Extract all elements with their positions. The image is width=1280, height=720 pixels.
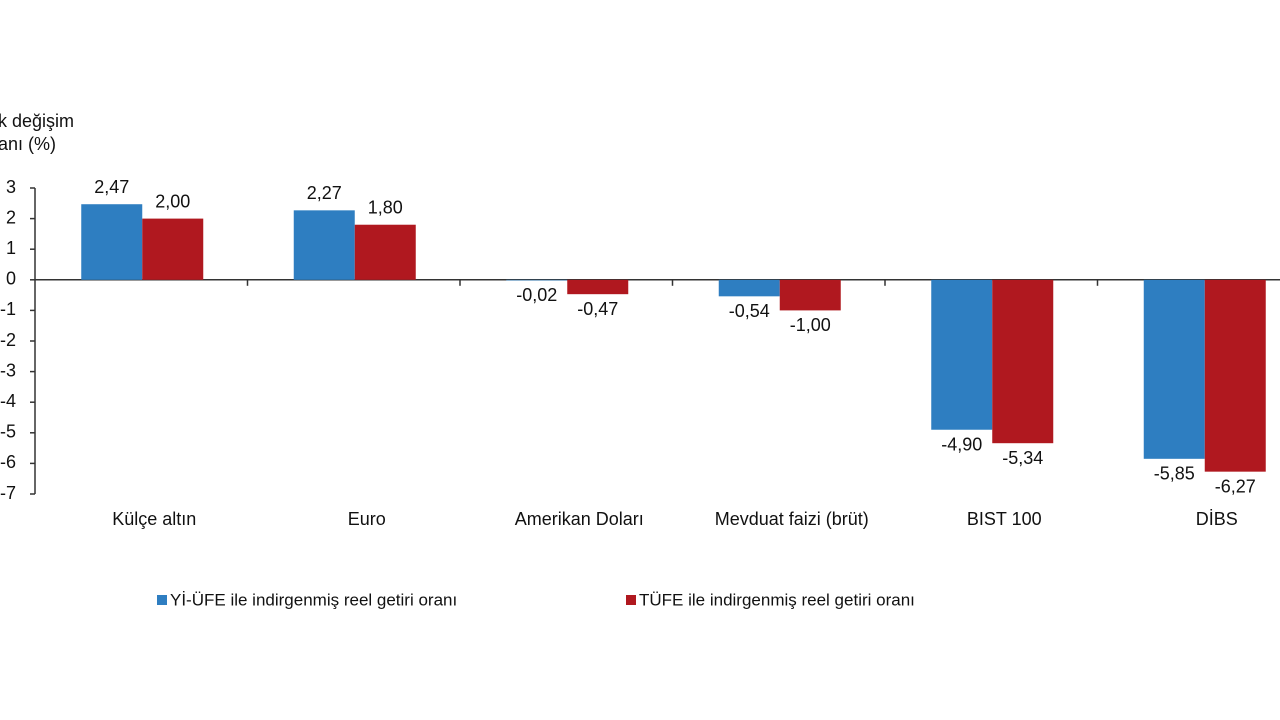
- y-tick-label: -5: [0, 422, 16, 442]
- value-label: 1,80: [368, 197, 403, 217]
- bar: [293, 210, 355, 280]
- y-tick-label: -2: [0, 330, 16, 350]
- y-tick-label: -3: [0, 360, 16, 380]
- bar: [1143, 279, 1205, 459]
- y-tick-label: -4: [0, 391, 16, 411]
- x-tick-label: BIST 100: [967, 509, 1042, 529]
- bar: [354, 224, 416, 280]
- bar: [81, 204, 143, 280]
- value-label: -1,00: [790, 315, 831, 335]
- x-tick-label: Mevduat faizi (brüt): [715, 509, 869, 529]
- bar: [506, 279, 568, 281]
- value-label: -0,02: [516, 285, 557, 305]
- x-tick-label: DİBS: [1196, 509, 1238, 529]
- y-tick-label: 3: [6, 177, 16, 197]
- bar: [779, 279, 841, 311]
- bar: [931, 279, 993, 430]
- bar: [718, 279, 780, 297]
- value-label: -4,90: [941, 434, 982, 454]
- y-axis-label: k değişim: [0, 111, 74, 131]
- y-tick-label: 2: [6, 207, 16, 227]
- legend-label: Yİ-ÜFE ile indirgenmiş reel getiri oranı: [170, 590, 457, 609]
- y-tick-label: 1: [6, 238, 16, 258]
- bar: [992, 279, 1054, 444]
- value-label: 2,27: [307, 183, 342, 203]
- x-tick-label: Külçe altın: [112, 509, 196, 529]
- bar: [567, 279, 629, 295]
- legend-swatch: [626, 595, 636, 605]
- value-label: 2,47: [94, 177, 129, 197]
- y-tick-label: -6: [0, 452, 16, 472]
- value-label: -6,27: [1215, 476, 1256, 496]
- y-tick-label: -1: [0, 299, 16, 319]
- value-label: -5,34: [1002, 448, 1043, 468]
- y-axis-label: anı (%): [0, 134, 56, 154]
- legend-label: TÜFE ile indirgenmiş reel getiri oranı: [639, 590, 915, 609]
- value-label: -0,47: [577, 299, 618, 319]
- x-tick-label: Amerikan Doları: [515, 509, 644, 529]
- bar: [142, 218, 204, 280]
- x-tick-label: Euro: [348, 509, 386, 529]
- y-tick-label: -7: [0, 483, 16, 503]
- value-label: -5,85: [1154, 464, 1195, 484]
- value-label: 2,00: [155, 191, 190, 211]
- value-label: -0,54: [729, 301, 770, 321]
- bar: [1204, 279, 1266, 472]
- y-tick-label: 0: [6, 269, 16, 289]
- legend-swatch: [157, 595, 167, 605]
